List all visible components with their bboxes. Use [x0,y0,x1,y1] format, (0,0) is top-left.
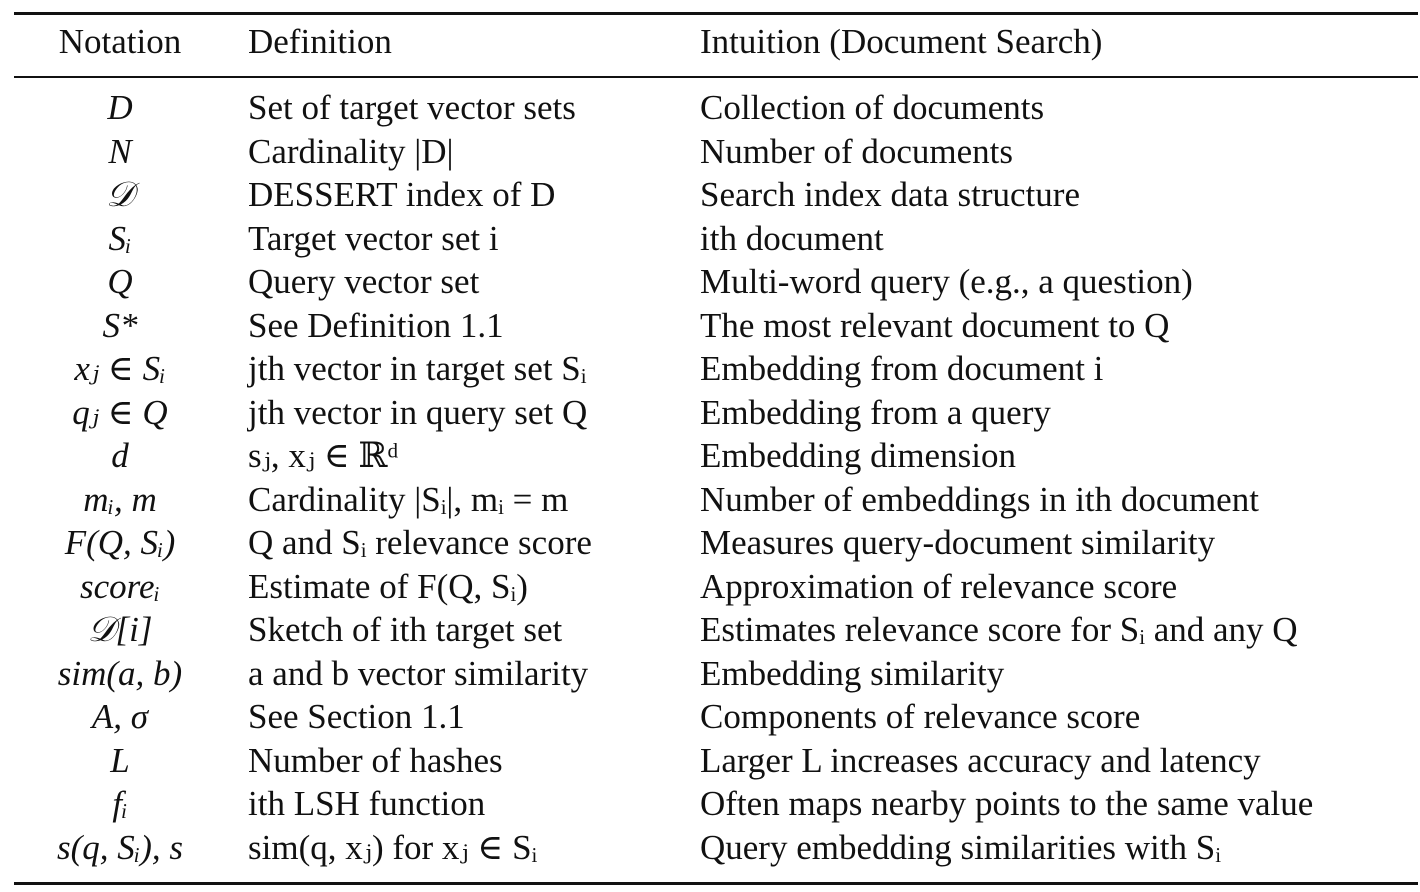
notation-cell: Q [107,262,133,301]
notation-cell: s(q, Sᵢ), s [56,827,184,867]
bottom-rule [14,882,1418,885]
definition-cell: sim(q, xⱼ) for xⱼ ∈ Sᵢ [248,827,538,867]
header-intuition: Intuition (Document Search) [700,22,1103,61]
table-row: sim(a, b) a and b vector similarity Embedd… [0,652,1420,696]
definition-cell: sⱼ, xⱼ ∈ ℝᵈ [248,436,399,475]
header-notation: Notation [58,22,182,61]
definition-cell: Number of hashes [248,740,503,780]
notation-cell: fᵢ [112,784,128,823]
header-rule [14,76,1418,78]
table-row: N Cardinality |D| Number of documents [0,130,1420,174]
notation-cell: xⱼ ∈ Sᵢ [74,349,166,388]
table-row: s(q, Sᵢ), s sim(q, xⱼ) for xⱼ ∈ Sᵢ Query e… [0,826,1420,870]
intuition-cell: Estimates relevance score for Sᵢ and any… [700,610,1298,649]
intuition-cell: Embedding from document i [700,349,1104,388]
notation-cell: N [108,131,132,171]
notation-cell: D [107,88,133,127]
table-row: mᵢ, m Cardinality |Sᵢ|, mᵢ = m Number of e… [0,478,1420,522]
definition-cell: Cardinality |D| [248,131,454,171]
definition-cell: DESSERT index of D [248,175,556,214]
header-definition: Definition [248,22,392,61]
intuition-cell: Larger L increases accuracy and latency [700,740,1261,780]
definition-cell: jth vector in query set Q [248,392,588,432]
table-row: 𝒟[i] Sketch of ith target set Estimates re… [0,608,1420,652]
table-row: D Set of target vector sets Collection of … [0,86,1420,130]
intuition-cell: Number of embeddings in ith document [700,479,1259,519]
intuition-cell: Measures query-document similarity [700,523,1216,562]
definition-cell: ith LSH function [248,784,486,823]
notation-cell: L [110,740,130,780]
notation-cell: scoreᵢ [79,566,161,606]
table-row: Q Query vector set Multi-word query (e.g.,… [0,260,1420,304]
definition-cell: a and b vector similarity [248,653,589,693]
intuition-cell: Multi-word query (e.g., a question) [700,262,1193,301]
notation-cell: 𝒟[i] [87,610,153,649]
table-row: scoreᵢ Estimate of F(Q, Sᵢ) Approximation … [0,565,1420,609]
intuition-cell: Search index data structure [700,175,1080,214]
table-row: qⱼ ∈ Q jth vector in query set Q Embedding… [0,391,1420,435]
intuition-cell: Components of relevance score [700,697,1141,736]
notation-cell: S* [102,305,138,345]
top-rule [14,12,1418,15]
table-body: D Set of target vector sets Collection of … [0,86,1420,869]
table-row: 𝒟 DESSERT index of D Search index data str… [0,173,1420,217]
notation-cell: qⱼ ∈ Q [72,392,168,432]
definition-cell: See Definition 1.1 [248,305,504,345]
notation-cell: sim(a, b) [57,653,183,693]
notation-cell: 𝒟 [106,175,134,214]
notation-cell: mᵢ, m [83,479,157,519]
intuition-cell: ith document [700,218,884,258]
table-row: fᵢ ith LSH function Often maps nearby poin… [0,782,1420,826]
definition-cell: Target vector set i [248,218,499,258]
notation-cell: A, σ [91,697,149,736]
definition-cell: Cardinality |Sᵢ|, mᵢ = m [248,479,569,519]
table-row: S* See Definition 1.1 The most relevant do… [0,304,1420,348]
definition-cell: Sketch of ith target set [248,610,563,649]
intuition-cell: Collection of documents [700,88,1045,127]
intuition-cell: Approximation of relevance score [700,566,1178,606]
definition-cell: jth vector in target set Sᵢ [248,349,587,388]
table-row: F(Q, Sᵢ) Q and Sᵢ relevance score Measures… [0,521,1420,565]
definition-cell: Q and Sᵢ relevance score [248,523,592,562]
intuition-cell: Embedding similarity [700,653,1005,693]
intuition-cell: Query embedding similarities with Sᵢ [700,827,1221,867]
intuition-cell: Number of documents [700,131,1013,171]
notation-cell: d [111,436,129,475]
table-row: xⱼ ∈ Sᵢ jth vector in target set Sᵢ Embedd… [0,347,1420,391]
intuition-cell: Embedding dimension [700,436,1016,475]
definition-cell: See Section 1.1 [248,697,465,736]
intuition-cell: Embedding from a query [700,392,1051,432]
table-row: L Number of hashes Larger L increases accu… [0,739,1420,783]
table-row: Sᵢ Target vector set i ith document [0,217,1420,261]
table-row: A, σ See Section 1.1 Components of relevan… [0,695,1420,739]
notation-cell: F(Q, Sᵢ) [64,523,176,562]
table-header: Notation Definition Intuition (Document … [0,22,1420,68]
intuition-cell: The most relevant document to Q [700,305,1170,345]
table-row: d sⱼ, xⱼ ∈ ℝᵈ Embedding dimension [0,434,1420,478]
definition-cell: Set of target vector sets [248,88,576,127]
intuition-cell: Often maps nearby points to the same val… [700,784,1314,823]
notation-cell: Sᵢ [108,218,132,258]
definition-cell: Query vector set [248,262,480,301]
definition-cell: Estimate of F(Q, Sᵢ) [248,566,528,606]
